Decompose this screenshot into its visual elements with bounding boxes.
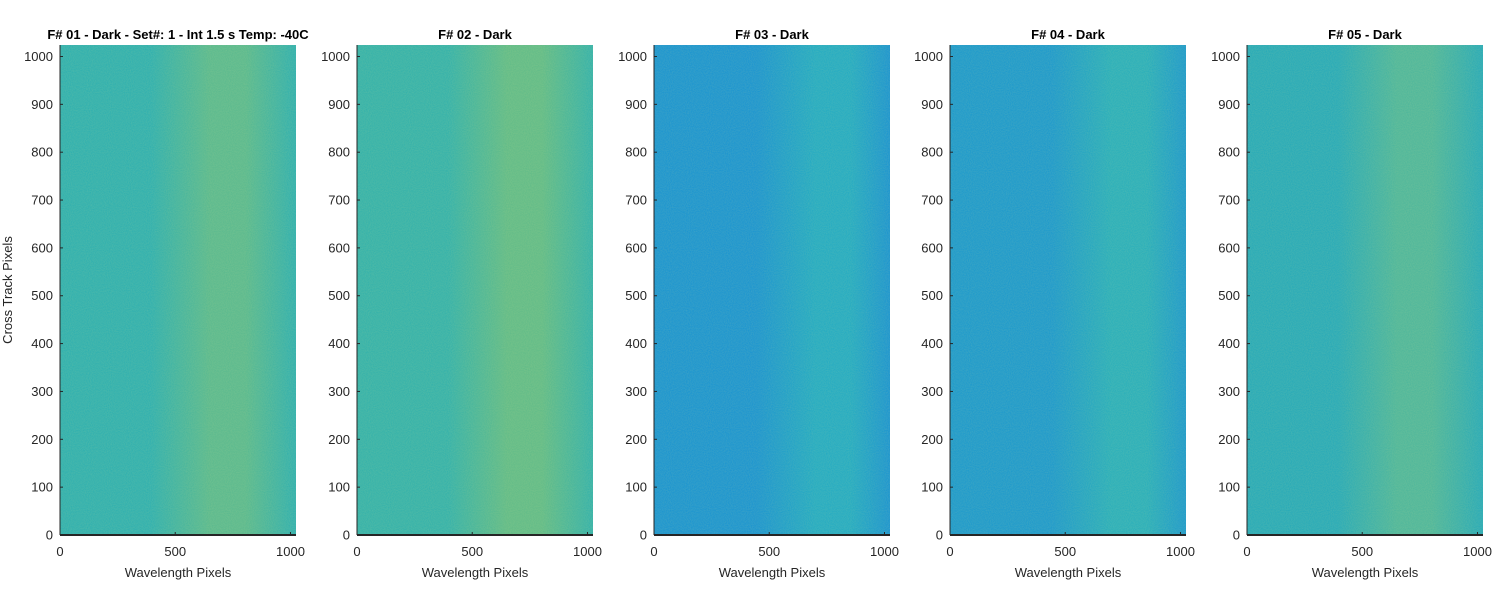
y-tick-label: 900 [328, 97, 350, 112]
y-tick-label: 600 [31, 240, 53, 255]
y-tick-label: 300 [328, 384, 350, 399]
heatmap-panel-5: 0 100 200 300 400 500 600 700 800 900 1000 0 500 1000… [1211, 27, 1492, 580]
y-tick-label: 700 [921, 193, 943, 208]
panel-title: F# 04 - Dark [1031, 27, 1105, 42]
x-axis-label: Wavelength Pixels [422, 565, 529, 580]
heatmap-noise-texture [60, 45, 296, 535]
y-tick-label: 600 [921, 240, 943, 255]
y-tick-label: 0 [46, 528, 53, 543]
y-tick-label: 800 [625, 145, 647, 160]
y-tick-label: 300 [625, 384, 647, 399]
panel-title: F# 01 - Dark - Set#: 1 - Int 1.5 s Temp:… [47, 27, 309, 42]
x-tick-label: 0 [650, 544, 657, 559]
x-tick-label: 1000 [276, 544, 305, 559]
heatmap-noise-texture [654, 45, 890, 535]
heatmap-noise-texture [950, 45, 1186, 535]
y-tick-label: 0 [343, 528, 350, 543]
y-tick-label: 500 [1218, 288, 1240, 303]
y-tick-label: 100 [625, 480, 647, 495]
y-tick-label: 900 [921, 97, 943, 112]
y-tick-label: 1000 [24, 49, 53, 64]
y-tick-label: 500 [921, 288, 943, 303]
y-tick-label: 300 [1218, 384, 1240, 399]
y-tick-label: 500 [31, 288, 53, 303]
y-tick-label: 100 [328, 480, 350, 495]
heatmap-noise-texture [1247, 45, 1483, 535]
panel-title: F# 05 - Dark [1328, 27, 1402, 42]
y-tick-label: 200 [921, 432, 943, 447]
y-tick-label: 700 [31, 193, 53, 208]
y-tick-label: 900 [1218, 97, 1240, 112]
y-tick-label: 600 [1218, 240, 1240, 255]
y-tick-label: 100 [31, 480, 53, 495]
y-tick-label: 0 [640, 528, 647, 543]
heatmap-noise-texture [357, 45, 593, 535]
y-tick-label: 1000 [1211, 49, 1240, 64]
x-tick-label: 0 [946, 544, 953, 559]
y-tick-label: 700 [1218, 193, 1240, 208]
x-tick-label: 1000 [870, 544, 899, 559]
x-tick-label: 1000 [1166, 544, 1195, 559]
heatmap-panel-3: 0 100 200 300 400 500 600 700 800 900 1000 0 500 1000… [618, 27, 899, 580]
x-tick-label: 500 [1054, 544, 1076, 559]
y-tick-label: 900 [31, 97, 53, 112]
y-tick-label: 200 [625, 432, 647, 447]
x-tick-label: 500 [1351, 544, 1373, 559]
y-axis-label: Cross Track Pixels [0, 236, 15, 344]
panel-title: F# 03 - Dark [735, 27, 809, 42]
y-tick-label: 300 [921, 384, 943, 399]
y-tick-label: 500 [625, 288, 647, 303]
y-tick-label: 200 [31, 432, 53, 447]
y-tick-label: 0 [936, 528, 943, 543]
y-tick-label: 1000 [321, 49, 350, 64]
y-tick-label: 400 [31, 336, 53, 351]
x-tick-label: 500 [164, 544, 186, 559]
y-tick-label: 100 [921, 480, 943, 495]
y-tick-label: 600 [625, 240, 647, 255]
y-tick-label: 800 [328, 145, 350, 160]
y-tick-label: 400 [328, 336, 350, 351]
y-tick-label: 800 [1218, 145, 1240, 160]
y-tick-label: 600 [328, 240, 350, 255]
x-tick-label: 500 [758, 544, 780, 559]
x-axis-label: Wavelength Pixels [1015, 565, 1122, 580]
x-tick-label: 1000 [1463, 544, 1492, 559]
y-tick-label: 800 [31, 145, 53, 160]
y-tick-label: 300 [31, 384, 53, 399]
heatmap-panel-4: 0 100 200 300 400 500 600 700 800 900 1000 0 500 1000… [914, 27, 1195, 580]
y-tick-label: 700 [625, 193, 647, 208]
y-tick-label: 700 [328, 193, 350, 208]
x-tick-label: 0 [56, 544, 63, 559]
x-tick-label: 0 [1243, 544, 1250, 559]
y-tick-label: 500 [328, 288, 350, 303]
x-tick-label: 1000 [573, 544, 602, 559]
y-tick-label: 400 [1218, 336, 1240, 351]
y-tick-label: 400 [625, 336, 647, 351]
heatmap-panel-2: 0 100 200 300 400 500 600 700 800 900 1000 0 500 1000… [321, 27, 602, 580]
y-tick-label: 1000 [618, 49, 647, 64]
y-tick-label: 900 [625, 97, 647, 112]
heatmap-panel-1: 0 100 200 300 400 500 600 700 800 900 1000 0 500 1000… [24, 27, 309, 580]
x-tick-label: 0 [353, 544, 360, 559]
y-tick-label: 800 [921, 145, 943, 160]
y-tick-label: 200 [1218, 432, 1240, 447]
panel-title: F# 02 - Dark [438, 27, 512, 42]
y-tick-label: 0 [1233, 528, 1240, 543]
y-tick-label: 100 [1218, 480, 1240, 495]
x-tick-label: 500 [461, 544, 483, 559]
y-tick-label: 400 [921, 336, 943, 351]
y-tick-label: 200 [328, 432, 350, 447]
x-axis-label: Wavelength Pixels [125, 565, 232, 580]
y-tick-label: 1000 [914, 49, 943, 64]
x-axis-label: Wavelength Pixels [719, 565, 826, 580]
x-axis-label: Wavelength Pixels [1312, 565, 1419, 580]
